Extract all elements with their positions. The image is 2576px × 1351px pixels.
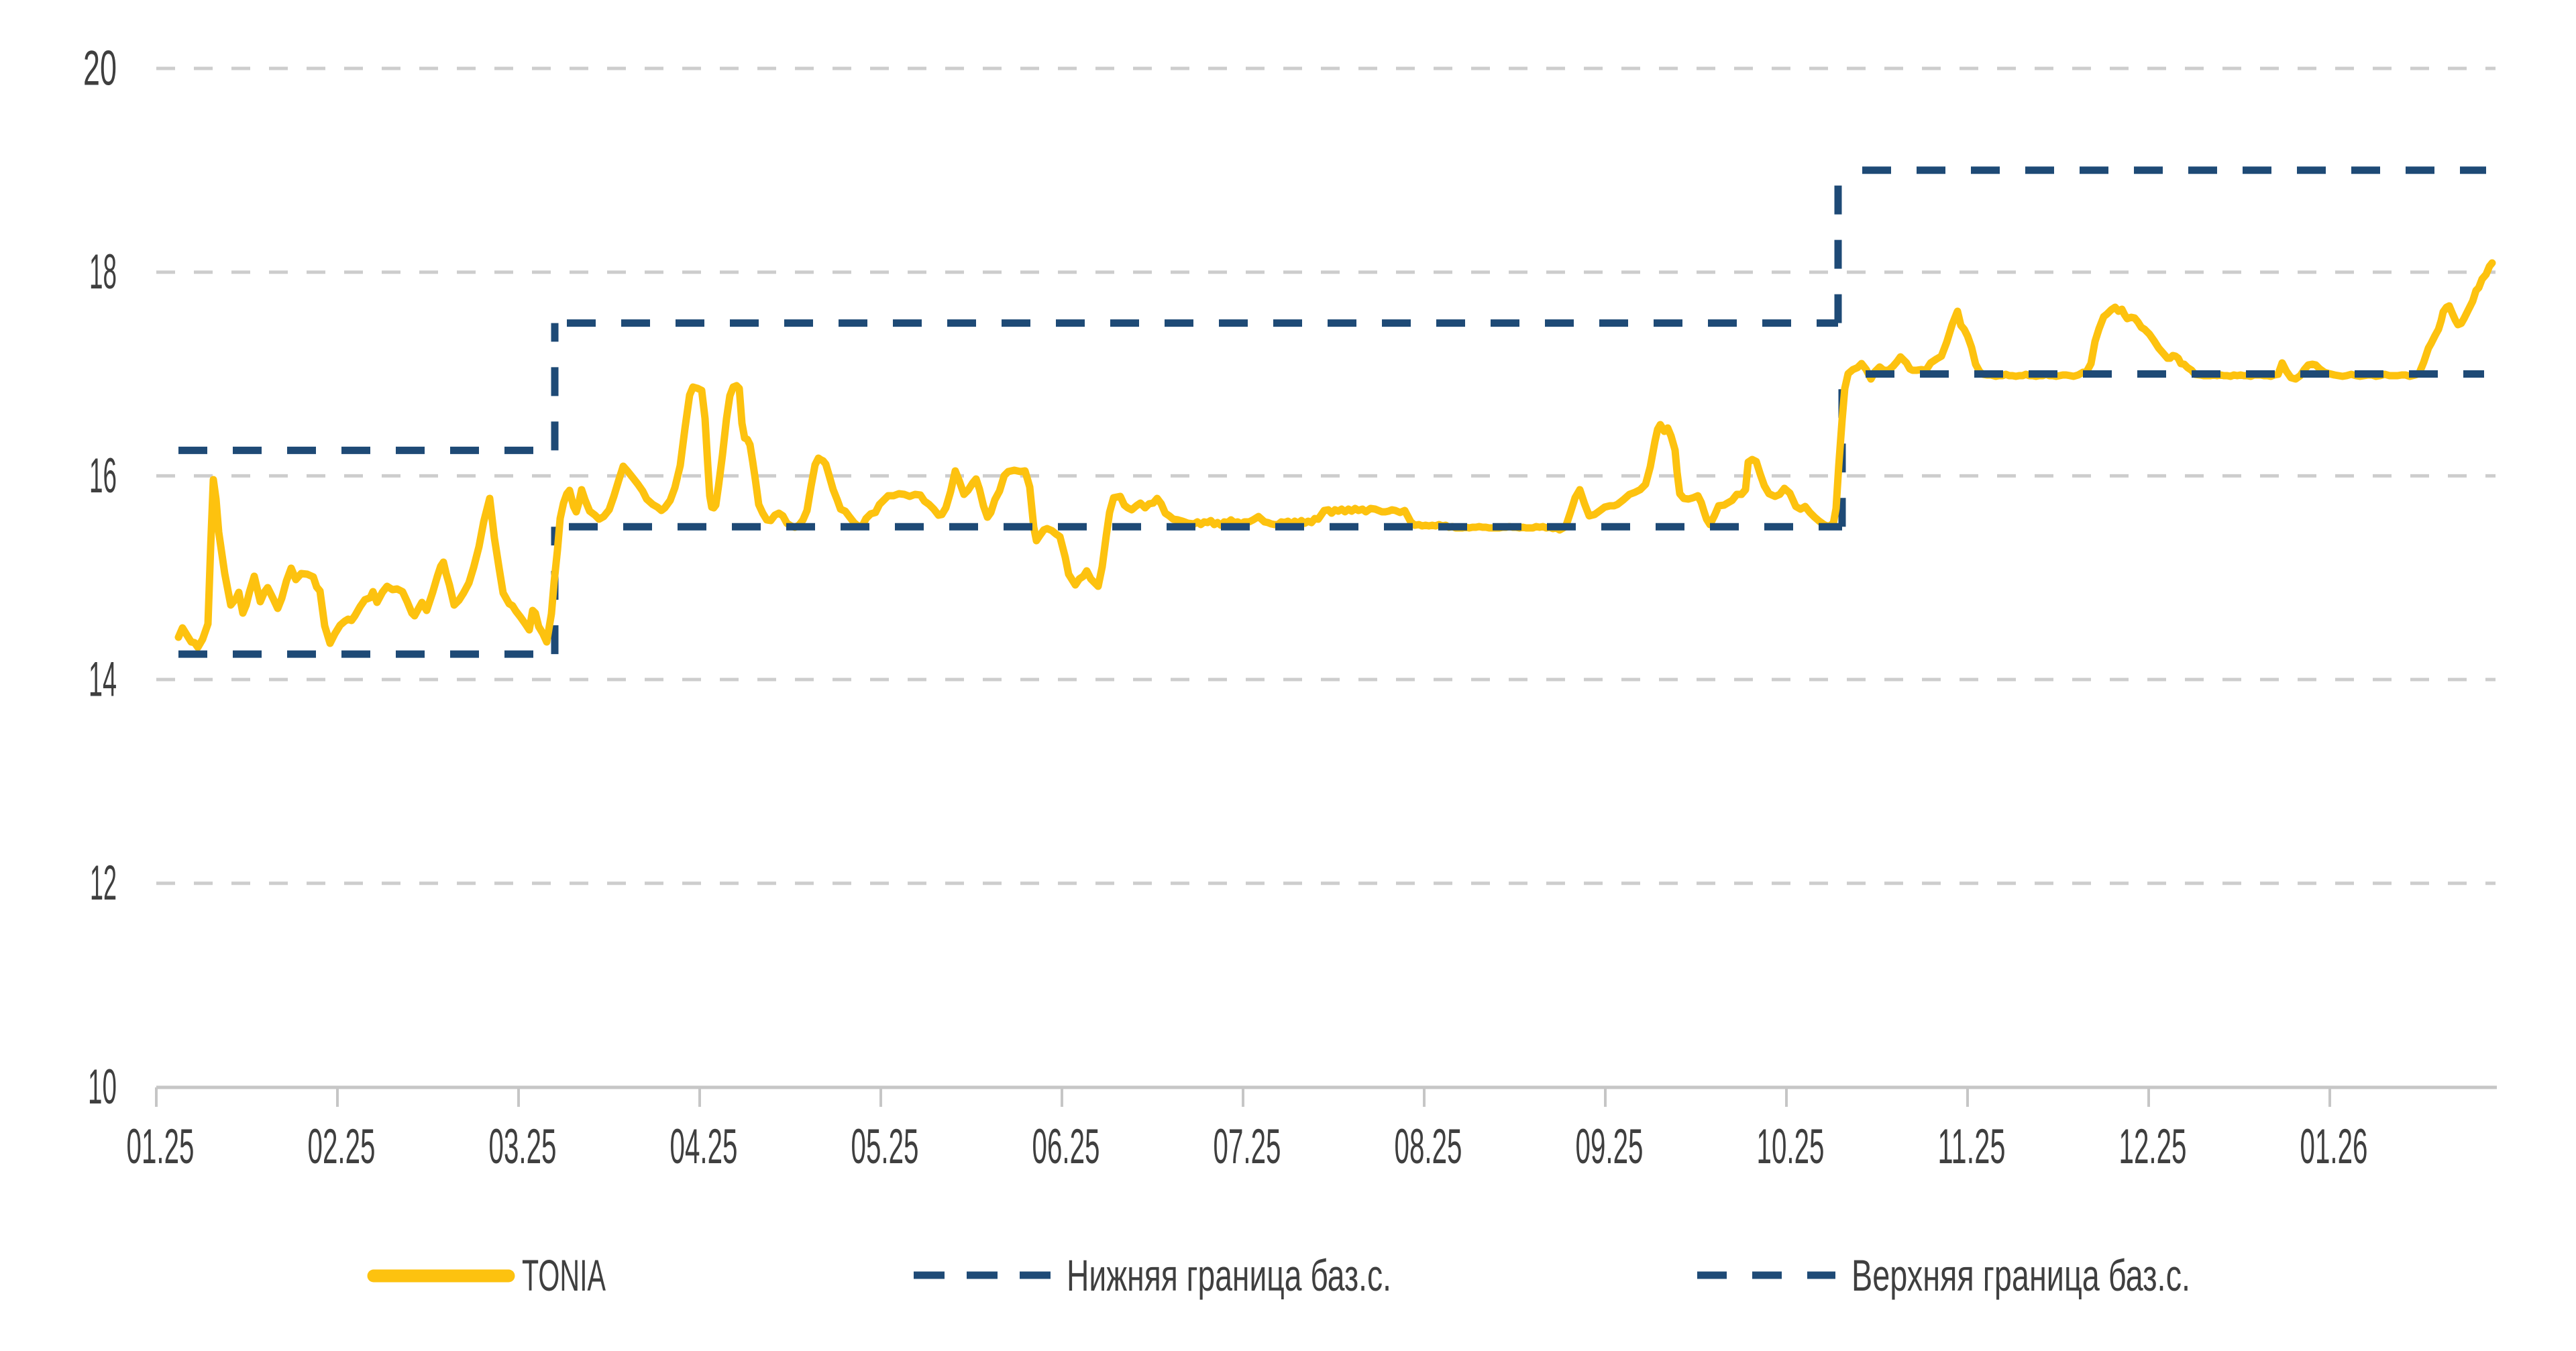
svg-text:16: 16 [89, 449, 117, 503]
svg-text:10: 10 [88, 1060, 117, 1114]
svg-text:TONIA: TONIA [522, 1250, 606, 1300]
svg-text:Нижняя граница баз.с.: Нижняя граница баз.с. [1067, 1250, 1391, 1300]
svg-text:06.25: 06.25 [1032, 1120, 1100, 1174]
svg-text:09.25: 09.25 [1576, 1120, 1644, 1174]
svg-text:08.25: 08.25 [1395, 1120, 1462, 1174]
svg-text:03.25: 03.25 [489, 1120, 557, 1174]
svg-text:01.25: 01.25 [127, 1120, 195, 1174]
svg-text:10.25: 10.25 [1757, 1120, 1825, 1174]
svg-text:02.25: 02.25 [308, 1120, 376, 1174]
svg-text:18: 18 [89, 245, 117, 299]
svg-text:11.25: 11.25 [1938, 1120, 2006, 1174]
svg-text:05.25: 05.25 [851, 1120, 919, 1174]
svg-text:14: 14 [89, 653, 117, 707]
svg-text:04.25: 04.25 [670, 1120, 738, 1174]
svg-text:07.25: 07.25 [1214, 1120, 1281, 1174]
svg-text:20: 20 [83, 42, 117, 96]
svg-text:12.25: 12.25 [2119, 1120, 2187, 1174]
svg-text:Верхняя граница баз.с.: Верхняя граница баз.с. [1851, 1250, 2190, 1300]
svg-text:01.26: 01.26 [2300, 1120, 2368, 1174]
svg-text:12: 12 [90, 856, 117, 910]
